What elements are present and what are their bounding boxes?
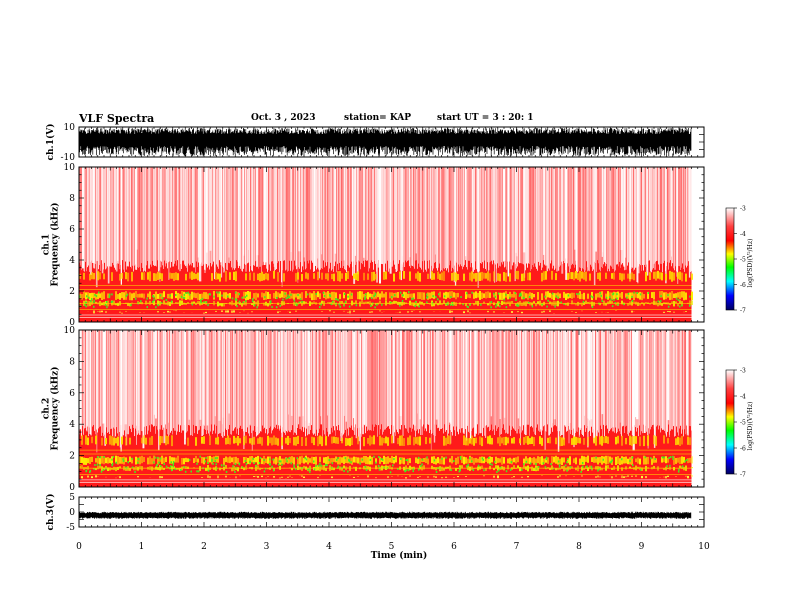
ch2-spectrogram-colorbar-tick: -5 — [740, 420, 746, 427]
ch1-spectrogram-ytick-label: 4 — [69, 256, 75, 266]
ch1-spectrogram-colorbar-tick: -7 — [740, 308, 746, 315]
x-tick-label: 4 — [326, 542, 332, 552]
ch2-spectrogram-colorbar-tick: -4 — [740, 394, 746, 401]
ch2-spectrogram-colorbar-label: log(PSD)(V²/Hz) — [747, 402, 754, 451]
ch2-spectrogram-ytick-label: 4 — [69, 420, 75, 430]
x-tick-label: 0 — [76, 542, 82, 552]
ch1-waveform-ytick-label: 10 — [64, 123, 76, 133]
ch3-waveform-ytick-label: 0 — [69, 508, 75, 518]
ch2-spectrogram-colorbar-tick: -7 — [740, 472, 746, 479]
ch2-spectrogram-ytick-label: 6 — [69, 389, 75, 399]
x-tick-label: 2 — [201, 542, 207, 552]
ch1-spectrogram-ylabel: ch.1 — [42, 234, 52, 255]
ch3-waveform-ytick-label: -5 — [66, 523, 75, 533]
ch2-spectrogram-ytick-label: 8 — [69, 357, 75, 367]
ch2-spectrogram-colorbar-tick: -3 — [740, 368, 746, 375]
x-tick-label: 9 — [639, 542, 645, 552]
x-tick-label: 5 — [389, 542, 395, 552]
ch2-spectrogram-ylabel: ch.2 — [42, 398, 52, 419]
x-tick-label: 6 — [451, 542, 457, 552]
x-axis-label: Time (min) — [371, 550, 428, 561]
ch2-spectrogram-ytick-label: 0 — [69, 483, 75, 493]
ch1-spectrogram-colorbar-tick: -6 — [740, 282, 746, 289]
ch2-spectrogram-ytick-label: 2 — [69, 452, 75, 462]
x-tick-label: 8 — [576, 542, 582, 552]
ch2-spectrogram-colorbar — [725, 369, 735, 475]
ch1-spectrogram-ylabel: Frequency (kHz) — [50, 202, 61, 286]
ch1-spectrogram-ytick-label: 2 — [69, 287, 75, 297]
ch3-waveform-ytick-label: 5 — [69, 493, 75, 503]
ch3-waveform-trace — [79, 511, 692, 519]
x-tick-label: 3 — [264, 542, 270, 552]
ch1-spectrogram-colorbar-label: log(PSD)(V²/Hz) — [747, 239, 754, 288]
ch1-spectrogram-ytick-label: 8 — [69, 194, 75, 204]
ch1-waveform-ylabel: ch.1(V) — [45, 124, 56, 161]
ch1-spectrogram-ytick-label: 6 — [69, 225, 75, 235]
ch2-spectrogram-marks — [79, 330, 693, 487]
ch1-spectrogram-colorbar-tick: -4 — [740, 231, 746, 238]
ch3-waveform-ylabel: ch.3(V) — [45, 494, 56, 531]
ch1-spectrogram-colorbar — [725, 207, 735, 311]
date-label: Oct. 3 , 2023 — [251, 113, 316, 123]
ch3-waveform-marks — [79, 511, 692, 519]
ch1-spectrogram-marks — [79, 167, 693, 322]
x-tick-label: 7 — [514, 542, 520, 552]
x-tick-label: 1 — [139, 542, 145, 552]
ch1-waveform-marks — [79, 128, 692, 156]
station-label: station= KAP — [344, 113, 412, 123]
ch2-spectrogram-ylabel: Frequency (kHz) — [50, 366, 61, 450]
ch1-spectrogram-ytick-label: 0 — [69, 318, 75, 328]
ch1-waveform-trace — [79, 128, 692, 156]
ch1-spectrogram-colorbar-tick: -3 — [740, 206, 746, 213]
ch2-spectrogram-colorbar-tick: -6 — [740, 446, 746, 453]
start-time-label: start UT = 3 : 20: 1 — [437, 113, 534, 123]
ch1-spectrogram-ytick-label: 10 — [64, 163, 76, 173]
ch1-waveform-ytick-label: -10 — [61, 153, 76, 163]
chart-title: VLF Spectra — [79, 112, 155, 125]
ch2-spectrogram-ytick-label: 10 — [64, 326, 76, 336]
ch1-spectrogram-colorbar-tick: -5 — [740, 257, 746, 264]
x-tick-label: 10 — [698, 542, 710, 552]
